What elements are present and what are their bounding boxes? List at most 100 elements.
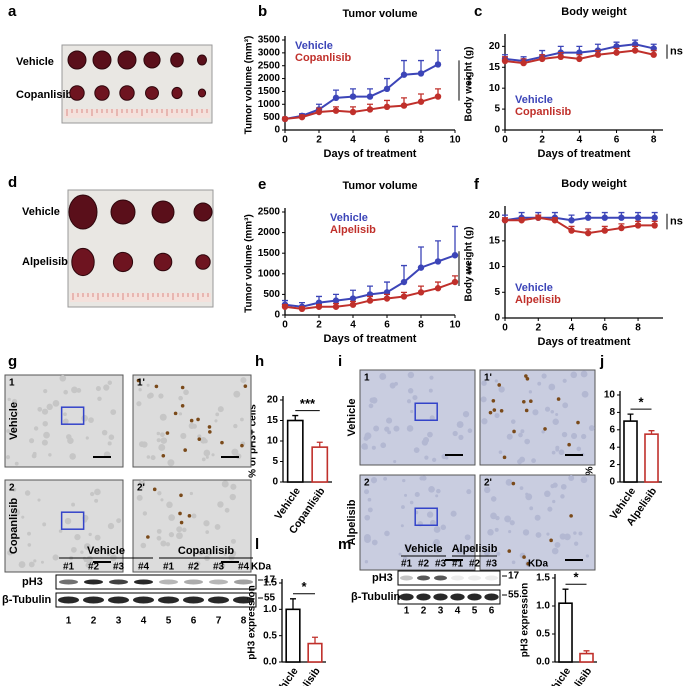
lane-label: #2 — [469, 559, 481, 570]
data-point — [613, 49, 620, 56]
texture — [541, 430, 545, 434]
legend-entry: Alpelisib — [515, 294, 561, 306]
band — [434, 575, 447, 581]
texture — [462, 410, 470, 418]
tumor — [145, 86, 159, 100]
x-tick-label: 6 — [384, 135, 390, 146]
texture — [42, 522, 47, 527]
texture — [519, 486, 524, 490]
texture — [386, 417, 393, 424]
x-tick-label: 6 — [602, 323, 608, 334]
y-tick-label: 15 — [489, 62, 501, 73]
texture — [228, 554, 235, 561]
band — [58, 596, 79, 604]
texture — [371, 445, 376, 450]
texture — [456, 421, 464, 429]
x-tick-label: 6 — [384, 320, 390, 331]
texture — [240, 417, 244, 422]
texture — [146, 455, 151, 459]
texture — [467, 428, 473, 434]
panel-letter: c — [474, 3, 482, 20]
texture — [27, 543, 32, 547]
texture — [529, 506, 534, 511]
texture — [37, 498, 41, 502]
texture — [373, 425, 380, 432]
stained-cell — [524, 374, 528, 378]
data-point — [366, 106, 374, 113]
stained-cell — [497, 383, 502, 387]
data-point — [594, 51, 602, 58]
texture — [233, 423, 238, 429]
texture — [106, 551, 111, 556]
texture — [490, 512, 497, 520]
texture — [429, 415, 435, 421]
data-point — [383, 85, 391, 93]
data-point — [451, 252, 459, 259]
lane-number: 1 — [404, 606, 410, 617]
texture — [404, 545, 410, 552]
stained-cell — [178, 511, 182, 516]
unit: KDa — [251, 562, 271, 573]
texture — [167, 459, 175, 467]
texture — [421, 546, 428, 554]
x-tick-label: Vehicle — [270, 665, 301, 686]
tile-label: 2 — [364, 478, 370, 489]
texture — [550, 410, 555, 414]
stained-cell — [197, 437, 202, 441]
marker: 55 — [264, 593, 276, 604]
panel-letter: m — [338, 536, 351, 553]
texture — [165, 542, 171, 547]
texture — [231, 448, 239, 456]
stained-cell — [567, 442, 571, 447]
data-point — [618, 214, 625, 221]
lane-number: 3 — [438, 606, 444, 617]
tile-label: 2' — [484, 478, 492, 489]
data-point — [601, 214, 608, 221]
stained-cell — [524, 408, 529, 413]
band — [468, 575, 481, 581]
texture — [520, 429, 525, 434]
texture — [156, 438, 161, 443]
stained-cell — [507, 549, 512, 553]
texture — [508, 530, 512, 534]
lane-label: #2 — [88, 562, 100, 573]
stained-cell — [549, 538, 553, 543]
group-label: Vehicle — [87, 545, 125, 557]
y-tick-label: 0 — [272, 477, 278, 488]
texture — [552, 482, 558, 488]
micrograph — [479, 474, 596, 571]
blot-strip — [397, 589, 501, 605]
texture — [409, 500, 414, 505]
texture — [404, 493, 408, 497]
stained-cell — [529, 399, 533, 404]
error-bar — [418, 246, 424, 268]
legend-entry: Vehicle — [515, 282, 553, 294]
data-point — [518, 217, 525, 224]
texture — [483, 486, 491, 494]
data-line — [505, 216, 655, 235]
texture — [42, 420, 48, 427]
row-label: Copanlisib — [16, 89, 73, 101]
lane-label: #1 — [63, 562, 75, 573]
x-tick-label: 0 — [502, 323, 508, 334]
texture — [371, 539, 378, 546]
stained-cell — [208, 430, 212, 434]
texture — [195, 561, 201, 567]
texture — [13, 509, 21, 516]
y-tick-label: 5 — [272, 456, 278, 467]
band — [84, 579, 103, 585]
lane-label: #3 — [435, 559, 447, 570]
texture — [224, 507, 230, 513]
texture — [136, 401, 142, 407]
band — [400, 575, 413, 581]
data-point — [568, 227, 575, 234]
y-tick-label: 20 — [489, 210, 501, 221]
texture — [363, 533, 371, 541]
y-tick-label: 6 — [609, 424, 615, 435]
x-tick-label: 8 — [418, 135, 424, 146]
texture — [80, 550, 84, 554]
texture — [97, 396, 102, 402]
y-tick-label: 1000 — [258, 268, 281, 279]
lane-label: #2 — [188, 562, 200, 573]
y-tick-label: 1500 — [258, 248, 281, 259]
